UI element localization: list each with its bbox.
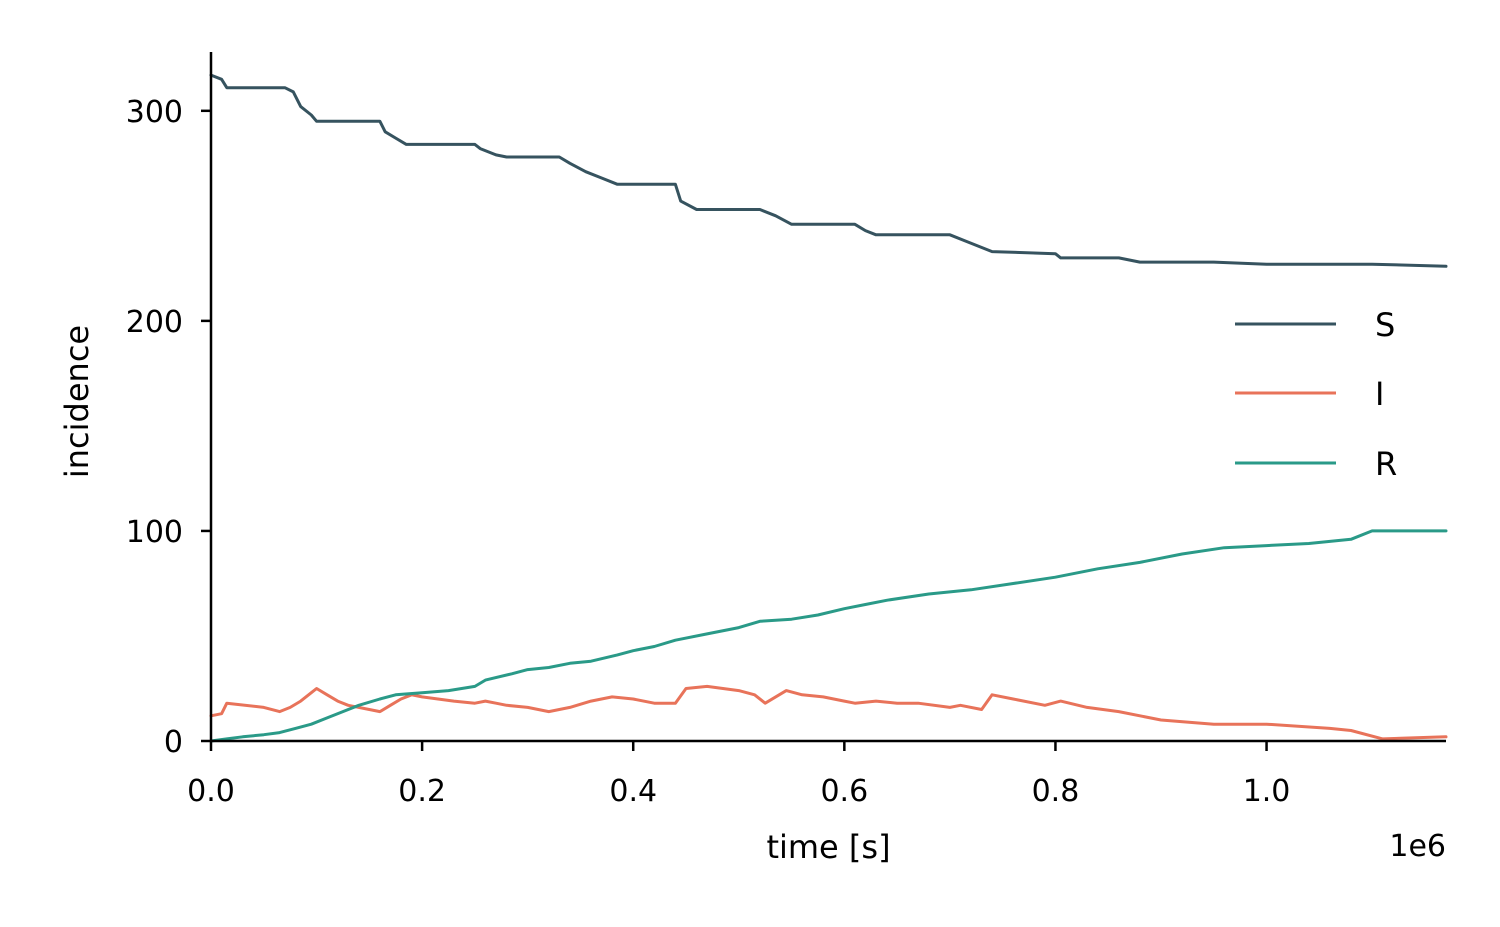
y-tick-label: 0 (164, 725, 183, 760)
x-tick-label: 0.6 (820, 774, 868, 809)
series-line-s (209, 73, 1448, 268)
y-axis-label: incidence (58, 325, 96, 478)
legend-label-r: R (1375, 445, 1397, 483)
x-tick-label: 0.2 (398, 774, 446, 809)
y-tick-label: 100 (126, 515, 183, 550)
x-tick-label: 1.0 (1243, 774, 1291, 809)
x-axis-label: time [s] (766, 828, 890, 866)
x-tick-label: 0.4 (609, 774, 657, 809)
x-tick-label: 0.0 (187, 774, 235, 809)
legend-label-s: S (1375, 306, 1395, 344)
y-tick-label: 200 (126, 305, 183, 340)
x-ticks: 0.0 0.2 0.4 0.6 0.8 1.0 (187, 741, 1290, 809)
legend: SIR (1235, 306, 1397, 483)
axes: 0.0 0.2 0.4 0.6 0.8 1.0 0 100 200 300 (126, 52, 1446, 809)
y-tick-label: 300 (126, 95, 183, 130)
series-line-r (209, 529, 1448, 743)
series-line-i (209, 684, 1448, 741)
y-ticks: 0 100 200 300 (126, 95, 211, 760)
series-layer (209, 73, 1448, 743)
x-tick-label: 0.8 (1032, 774, 1080, 809)
x-axis-offset-label: 1e6 (1389, 829, 1446, 864)
legend-label-i: I (1375, 375, 1384, 413)
